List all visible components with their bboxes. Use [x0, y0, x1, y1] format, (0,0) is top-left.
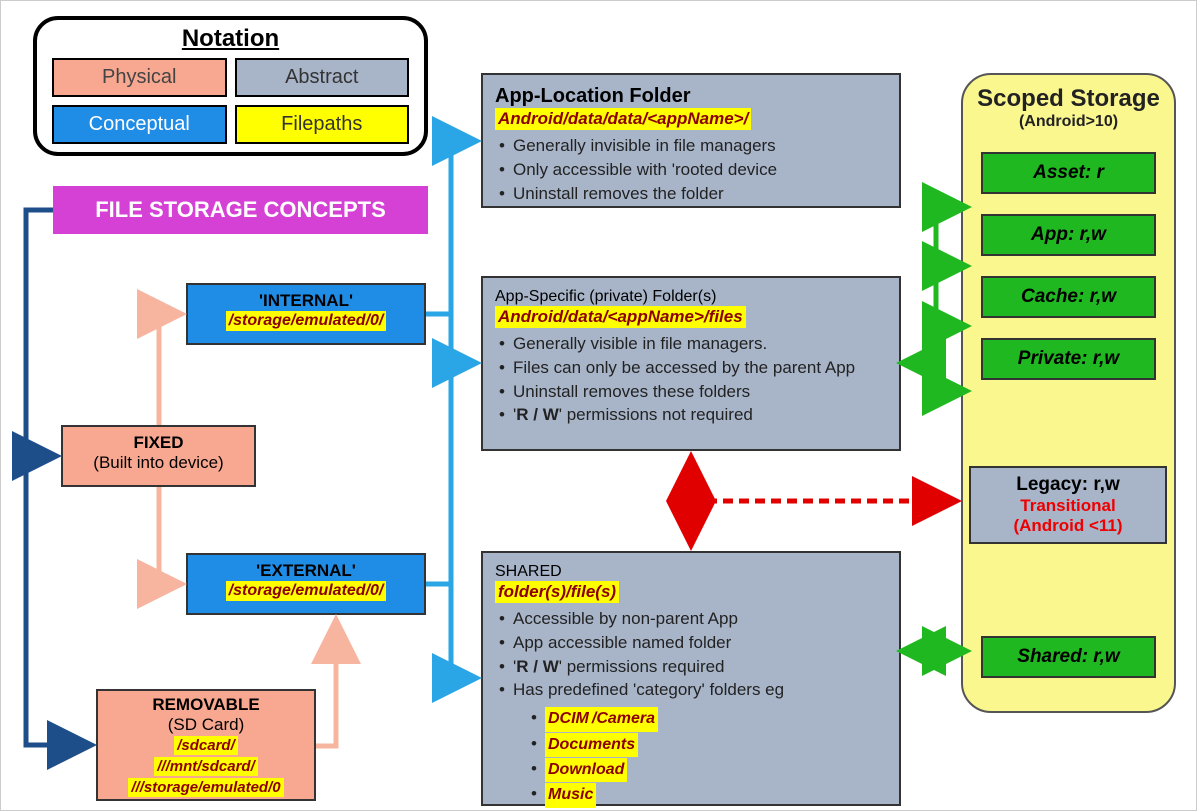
- app-box: App: r,w: [981, 214, 1156, 256]
- legacy-ver: (Android <11): [977, 516, 1159, 536]
- shared-c3: Download: [515, 757, 887, 782]
- asset-box: Asset: r: [981, 152, 1156, 194]
- apploc-head: App-Location Folder: [495, 85, 887, 108]
- shared-c4: Music: [515, 782, 887, 807]
- shared-box: SHARED folder(s)/file(s) Accessible by n…: [481, 551, 901, 806]
- legacy-trans: Transitional: [977, 496, 1159, 516]
- private-box: Private: r,w: [981, 338, 1156, 380]
- appspec-path: Android/data/<appName>/files: [495, 306, 746, 328]
- apploc-path: Android/data/data/<appName>/: [495, 108, 751, 130]
- external-path: /storage/emulated/0/: [226, 581, 387, 601]
- removable-p3: ///storage/emulated/0: [128, 778, 283, 797]
- apploc-b2: Only accessible with 'rooted device: [495, 158, 887, 182]
- apploc-b1: Generally invisible in file managers: [495, 134, 887, 158]
- appspec-b2: Files can only be accessed by the parent…: [495, 356, 887, 380]
- external-title: 'EXTERNAL': [194, 561, 418, 581]
- shared-b3: 'R / W' permissions required: [495, 655, 887, 679]
- internal-title: 'INTERNAL': [194, 291, 418, 311]
- external-box: 'EXTERNAL' /storage/emulated/0/: [186, 553, 426, 615]
- main-title: FILE STORAGE CONCEPTS: [53, 186, 428, 234]
- removable-sub: (SD Card): [98, 715, 314, 735]
- legend-conceptual: Conceptual: [52, 105, 227, 144]
- shared-b4: Has predefined 'category' folders eg: [495, 678, 887, 702]
- shared-list: Accessible by non-parent App App accessi…: [495, 607, 887, 702]
- legend-physical: Physical: [52, 58, 227, 97]
- scoped-sub: (Android>10): [973, 113, 1164, 131]
- appspec-b1: Generally visible in file managers.: [495, 332, 887, 356]
- shared-b1: Accessible by non-parent App: [495, 607, 887, 631]
- notation-legend: Notation Physical Abstract Conceptual Fi…: [33, 16, 428, 156]
- internal-path-wrap: /storage/emulated/0/: [194, 311, 418, 331]
- fixed-title: FIXED: [63, 433, 254, 453]
- app-specific-box: App-Specific (private) Folder(s) Android…: [481, 276, 901, 451]
- removable-box: REMOVABLE (SD Card) /sdcard/ ///mnt/sdca…: [96, 689, 316, 801]
- internal-box: 'INTERNAL' /storage/emulated/0/: [186, 283, 426, 345]
- shared-b2: App accessible named folder: [495, 631, 887, 655]
- cache-box: Cache: r,w: [981, 276, 1156, 318]
- shared-green-box: Shared: r,w: [981, 636, 1156, 678]
- app-location-box: App-Location Folder Android/data/data/<a…: [481, 73, 901, 208]
- shared-c2: Documents: [515, 732, 887, 757]
- scoped-storage-box: Scoped Storage (Android>10) Asset: r App…: [961, 73, 1176, 713]
- shared-head: SHARED: [495, 563, 887, 581]
- appspec-b4: 'R / W' permissions not required: [495, 403, 887, 427]
- removable-p2: ///mnt/sdcard/: [154, 757, 258, 776]
- fixed-sub: (Built into device): [63, 453, 254, 473]
- external-path-wrap: /storage/emulated/0/: [194, 581, 418, 601]
- appspec-head: App-Specific (private) Folder(s): [495, 288, 887, 306]
- fixed-box: FIXED (Built into device): [61, 425, 256, 487]
- shared-cat-list: DCIM/Camera Documents Download Music: [515, 706, 887, 808]
- removable-title: REMOVABLE: [98, 695, 314, 715]
- shared-c1: DCIM/Camera: [515, 706, 887, 731]
- removable-p1: /sdcard/: [174, 736, 238, 755]
- apploc-b3: Uninstall removes the folder: [495, 182, 887, 206]
- apploc-list: Generally invisible in file managers Onl…: [495, 134, 887, 205]
- legacy-box: Legacy: r,w Transitional (Android <11): [969, 466, 1167, 544]
- internal-path: /storage/emulated/0/: [226, 311, 387, 331]
- legend-filepaths: Filepaths: [235, 105, 410, 144]
- notation-grid: Physical Abstract Conceptual Filepaths: [37, 53, 424, 149]
- legend-abstract: Abstract: [235, 58, 410, 97]
- shared-path: folder(s)/file(s): [495, 581, 619, 603]
- notation-title: Notation: [37, 25, 424, 53]
- appspec-b3: Uninstall removes these folders: [495, 380, 887, 404]
- appspec-list: Generally visible in file managers. File…: [495, 332, 887, 427]
- scoped-title: Scoped Storage: [973, 85, 1164, 113]
- legacy-title: Legacy: r,w: [977, 474, 1159, 496]
